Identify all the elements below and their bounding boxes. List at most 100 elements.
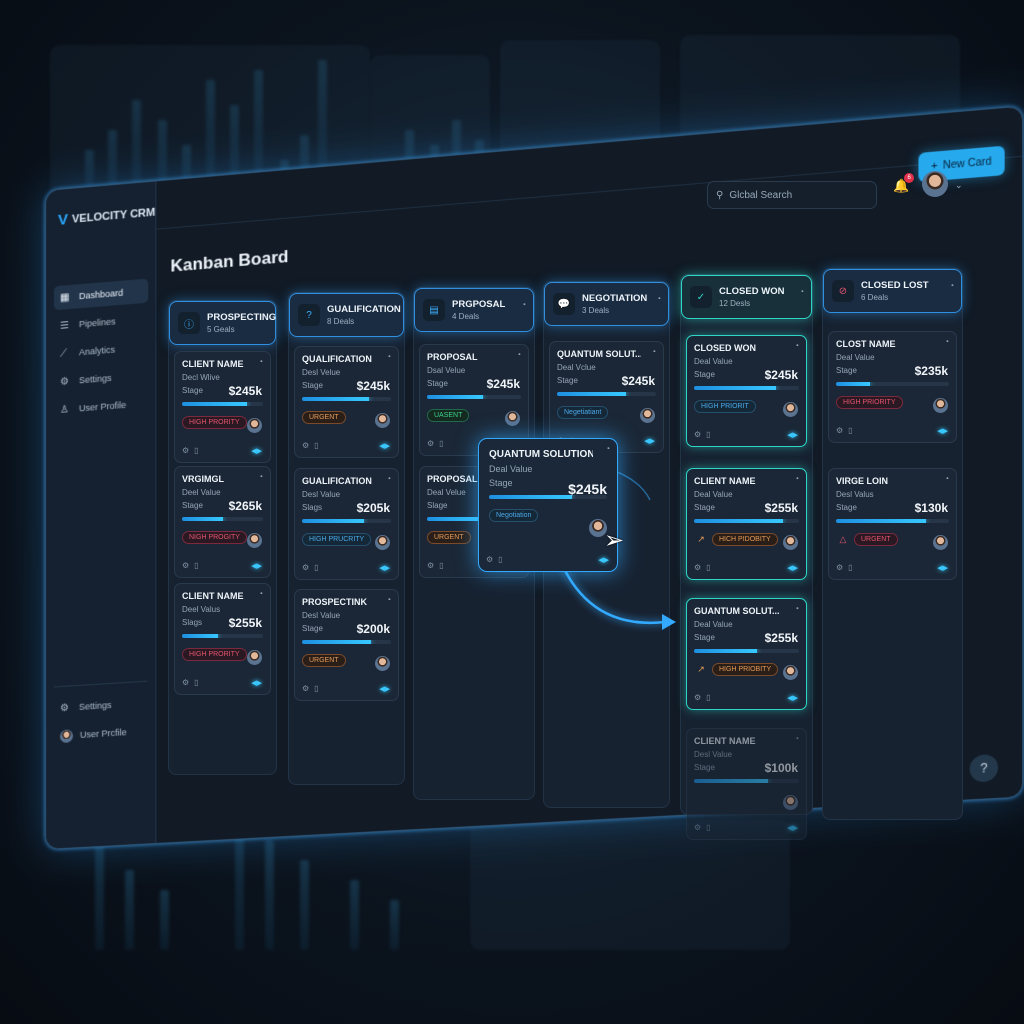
user-icon: ♙ xyxy=(59,403,69,416)
assignee-avatar[interactable] xyxy=(783,795,798,810)
document-icon: ▯ xyxy=(706,563,711,572)
sidebar-item-settings[interactable]: ⚙ Settings xyxy=(54,691,148,721)
background-chart-bar xyxy=(300,860,309,950)
drag-handle-icon[interactable]: ◀▶ xyxy=(937,564,948,572)
logo: V VELOCITY CRM xyxy=(58,204,155,229)
deal-value-label: Deal Vclue xyxy=(557,363,596,372)
deal-value: $200k xyxy=(356,622,390,636)
assignee-avatar[interactable] xyxy=(505,411,520,426)
priority-tag: HIGH PRORITY xyxy=(182,415,247,429)
sidebar-item-dashboard[interactable]: ▦ Dashboard xyxy=(53,278,149,311)
card-title: GUALIFICATION xyxy=(302,476,372,486)
card-footer: ⚙ ▯ ◀▶ xyxy=(836,563,948,572)
background-chart-bar xyxy=(125,870,134,950)
assignee-avatar[interactable] xyxy=(640,408,655,423)
assignee-avatar[interactable] xyxy=(375,413,390,428)
gear-icon: ⚙ xyxy=(182,561,190,570)
column-name: PROSPECTING xyxy=(207,312,277,323)
chevron-down-icon[interactable]: ⌄ xyxy=(955,180,963,190)
drag-handle-icon[interactable]: ◀▶ xyxy=(251,562,262,570)
gear-icon: ⚙ xyxy=(836,426,844,435)
progress-bar xyxy=(182,517,263,521)
deal-card[interactable]: VRGIMGL Deel Value Stage ••• $265k NIGH PROGI… xyxy=(174,466,271,578)
sidebar-item-pipelines[interactable]: ☰ Pipelines xyxy=(54,307,148,339)
lost-icon: ⊘ xyxy=(832,280,854,302)
deal-card[interactable]: CLOST NAME Deal Value Stage ••• $235k HIGH PR… xyxy=(828,331,957,443)
drag-handle-icon[interactable]: ◀▶ xyxy=(787,431,798,439)
deal-card[interactable]: VIRGE LOIN Desl Valus Stage ••• $130k △ URGENT… xyxy=(828,468,957,580)
assignee-avatar[interactable] xyxy=(247,650,262,665)
tag-row: HIGH PRIORITY xyxy=(836,394,949,410)
deal-value: $245k xyxy=(764,368,798,382)
dragged-deal-card[interactable]: QUANTUM SOLUTIONS Deal Value Stage ••• $245k… xyxy=(478,438,618,572)
deal-card[interactable]: CLIENT NAME Decl Wlive Stage ••• $245k HIGH P… xyxy=(174,351,271,463)
sidebar-item-settings[interactable]: ⚙ Settings xyxy=(54,363,148,394)
tag-row: HIGH PRUCRITY xyxy=(302,531,391,547)
bell-icon[interactable]: 🔔 6 xyxy=(893,173,915,194)
deal-card[interactable]: CLIENT NAME Deel Valus Slags ••• $255k HIGH P… xyxy=(174,583,271,695)
deal-card[interactable]: QUANTUM SOLUT... Deal Vclue Stage ••• $245k N… xyxy=(549,341,664,453)
deal-card[interactable]: PROSPECTINK Desl Value Stage ••• $200k URGENT… xyxy=(294,589,399,701)
drag-handle-icon[interactable]: ◀▶ xyxy=(787,564,798,572)
deal-card[interactable]: QUALIFICATION Desl Velue Stage ••• $245k URGE… xyxy=(294,346,399,458)
background-chart-bar xyxy=(95,830,104,950)
priority-tag: Negetiatiant xyxy=(557,405,609,419)
kanban-column-closed-won: ✓ CLOSED WON 12 Desls ••• CLOSED WON Deal Val… xyxy=(680,274,813,840)
sidebar-item-user-profile[interactable]: ♙ User Profile xyxy=(54,391,148,422)
assignee-avatar[interactable] xyxy=(783,535,798,550)
drag-handle-icon[interactable]: ◀▶ xyxy=(787,694,798,702)
assignee-avatar[interactable] xyxy=(375,535,390,550)
sidebar-item-analytics[interactable]: ⟋ Analytics xyxy=(54,335,148,366)
stage-label: Stage xyxy=(489,478,513,488)
deal-card[interactable]: CLIENT NAME Deal Value Stage ••• $255k ↗ HICH … xyxy=(686,468,807,580)
user-avatar-icon xyxy=(59,728,73,743)
drag-handle-icon[interactable]: ◀▶ xyxy=(379,564,390,572)
sidebar-item-user-prcfile[interactable]: User Prcfile xyxy=(54,719,148,749)
assignee-avatar[interactable] xyxy=(783,665,798,680)
progress-fill xyxy=(427,517,484,521)
deal-card[interactable]: CLIENT NAME Desl Value Stage ••• $100k ⚙ ▯ ◀▶ xyxy=(686,728,807,840)
drag-handle-icon[interactable]: ◀▶ xyxy=(787,824,798,832)
document-icon: ▯ xyxy=(314,441,319,450)
user-avatar[interactable] xyxy=(922,171,948,197)
assignee-avatar[interactable] xyxy=(783,402,798,417)
drag-handle-icon[interactable]: ◀▶ xyxy=(251,447,262,455)
assignee-avatar[interactable] xyxy=(933,535,948,550)
drag-handle-icon[interactable]: ◀▶ xyxy=(598,556,609,564)
progress-bar xyxy=(302,640,391,644)
drag-handle-icon[interactable]: ◀▶ xyxy=(644,437,655,445)
column-header-text: PRGPOSAL 4 Deals xyxy=(452,299,505,321)
background-chart-bar xyxy=(390,900,399,950)
assignee-avatar[interactable] xyxy=(247,418,262,433)
progress-fill xyxy=(489,495,572,499)
card-title: PROPOSAL T xyxy=(427,474,486,484)
sidebar-item-label: User Profile xyxy=(78,399,127,414)
drag-handle-icon[interactable]: ◀▶ xyxy=(379,685,390,693)
deal-card[interactable]: GUALIFICATION Desl Value Slags ••• $205k HIGH… xyxy=(294,468,399,580)
check-icon: ✓ xyxy=(690,286,712,308)
assignee-avatar[interactable] xyxy=(933,398,948,413)
deal-card[interactable]: CLOSED WON Deal Value Stage ••• $245k HIGH PR… xyxy=(686,335,807,447)
progress-fill xyxy=(836,382,870,386)
deal-value: $245k xyxy=(228,384,262,398)
deal-value: $265k xyxy=(228,499,262,513)
drag-handle-icon[interactable]: ◀▶ xyxy=(379,442,390,450)
sidebar: V VELOCITY CRM ▦ Dashboard ☰ Pipelines ⟋ Analy… xyxy=(45,181,157,849)
document-icon: ▯ xyxy=(194,561,199,570)
drag-handle-icon[interactable]: ◀▶ xyxy=(251,679,262,687)
deal-card[interactable]: GUANTUM SOLUT... Deal Value Stage ••• $255k ↗… xyxy=(686,598,807,710)
column-header: ⊘ CLOSED LOST 6 Deals ••• xyxy=(823,269,962,313)
assignee-avatar[interactable] xyxy=(589,519,607,537)
drag-handle-icon[interactable]: ◀▶ xyxy=(937,427,948,435)
search-input[interactable]: ⚲ Glcbal Search xyxy=(707,181,877,209)
priority-tag: HIGH PRIORITY xyxy=(836,395,903,409)
progress-bar xyxy=(694,779,799,783)
card-footer: ⚙ ▯ ◀▶ xyxy=(302,441,390,450)
background-chart-bar xyxy=(318,60,327,190)
help-button[interactable]: ? xyxy=(969,753,999,783)
assignee-avatar[interactable] xyxy=(247,533,262,548)
assignee-avatar[interactable] xyxy=(375,656,390,671)
card-footer: ⚙ ▯ ◀▶ xyxy=(694,430,798,439)
progress-fill xyxy=(302,640,372,644)
